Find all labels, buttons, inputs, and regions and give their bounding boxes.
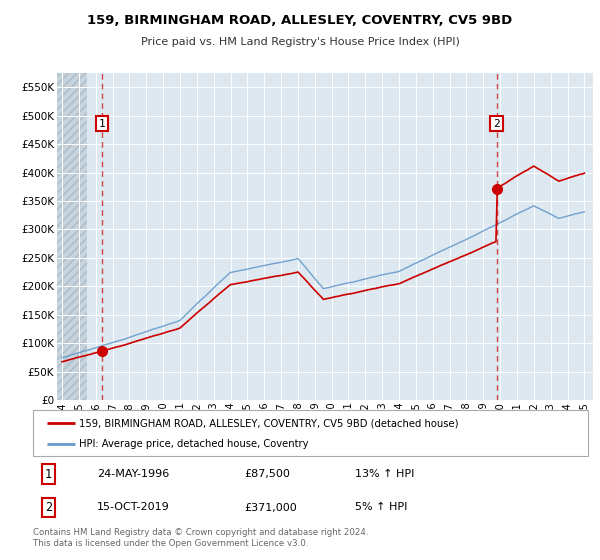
- Text: 1: 1: [45, 468, 52, 480]
- Text: 2: 2: [493, 119, 500, 129]
- Text: Price paid vs. HM Land Registry's House Price Index (HPI): Price paid vs. HM Land Registry's House …: [140, 37, 460, 47]
- Text: 15-OCT-2019: 15-OCT-2019: [97, 502, 170, 512]
- Text: 13% ↑ HPI: 13% ↑ HPI: [355, 469, 414, 479]
- Text: £87,500: £87,500: [244, 469, 290, 479]
- Text: 2: 2: [45, 501, 52, 514]
- Text: 5% ↑ HPI: 5% ↑ HPI: [355, 502, 407, 512]
- FancyBboxPatch shape: [33, 410, 588, 456]
- Text: £371,000: £371,000: [244, 502, 296, 512]
- Text: HPI: Average price, detached house, Coventry: HPI: Average price, detached house, Cove…: [79, 440, 308, 450]
- Text: 1: 1: [99, 119, 106, 129]
- Text: 159, BIRMINGHAM ROAD, ALLESLEY, COVENTRY, CV5 9BD (detached house): 159, BIRMINGHAM ROAD, ALLESLEY, COVENTRY…: [79, 418, 458, 428]
- Text: 24-MAY-1996: 24-MAY-1996: [97, 469, 169, 479]
- Text: 159, BIRMINGHAM ROAD, ALLESLEY, COVENTRY, CV5 9BD: 159, BIRMINGHAM ROAD, ALLESLEY, COVENTRY…: [88, 14, 512, 27]
- Text: Contains HM Land Registry data © Crown copyright and database right 2024.
This d: Contains HM Land Registry data © Crown c…: [33, 528, 368, 548]
- Bar: [57, 73, 88, 400]
